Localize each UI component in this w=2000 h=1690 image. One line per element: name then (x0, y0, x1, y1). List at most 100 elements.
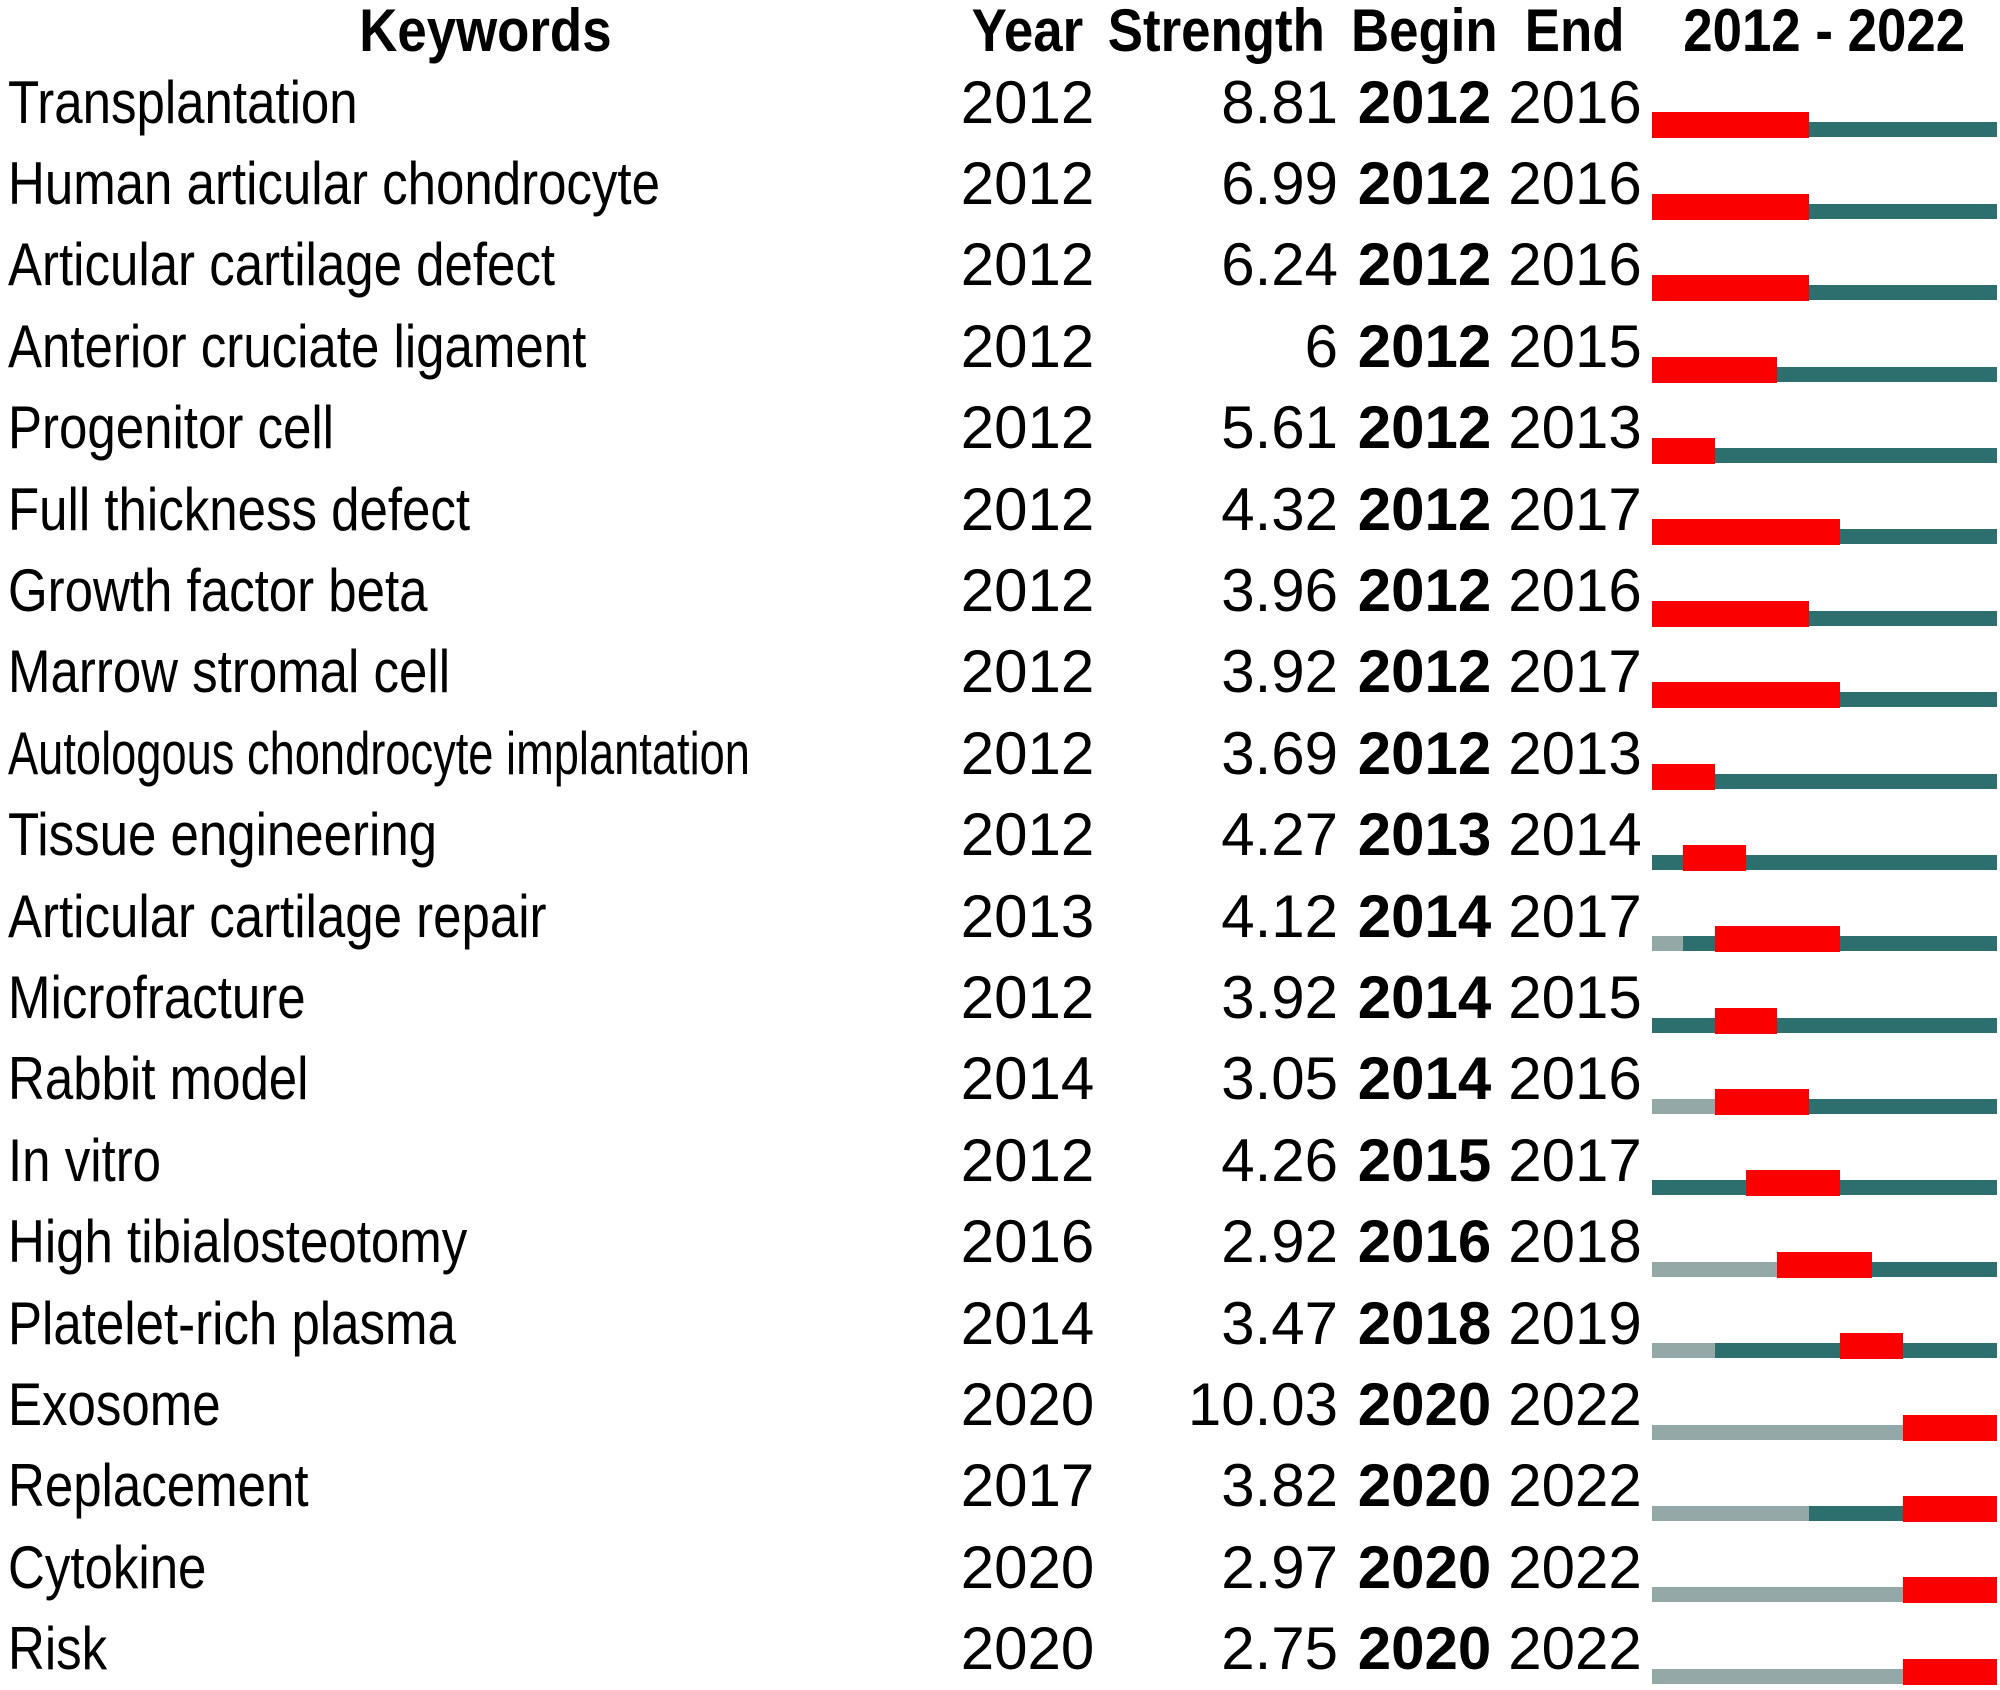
active-segment (1808, 1099, 1997, 1115)
table-row: Platelet-rich plasma 2014 3.47 2018 2019 (0, 1283, 2000, 1364)
strength-cell: 10.03 (1187, 1370, 1338, 1438)
active-segment (1871, 1261, 1997, 1277)
strength-cell: 6.99 (1221, 150, 1338, 218)
begin-cell: 2016 (1357, 1208, 1492, 1276)
year-cell: 2012 (960, 312, 1095, 380)
active-segment (1902, 1343, 1997, 1359)
begin-cell: 2020 (1357, 1615, 1492, 1683)
strength-cell: 6 (1304, 312, 1338, 380)
timeline-bar (1652, 763, 1997, 790)
keyword-cell: Tissue engineering (8, 795, 750, 876)
active-segment (1840, 529, 1997, 545)
strength-cell: 4.32 (1221, 475, 1338, 543)
header-year: Year (955, 0, 1100, 62)
end-cell: 2018 (1508, 1208, 1642, 1276)
timeline-bar (1652, 1658, 1997, 1685)
keyword-cell: High tibialosteotomy (8, 1201, 750, 1282)
burst-segment (1714, 1089, 1809, 1116)
strength-cell: 3.69 (1221, 719, 1338, 787)
header-begin: Begin (1351, 0, 1498, 64)
keyword-cell: Marrow stromal cell (8, 632, 750, 713)
year-cell: 2012 (960, 475, 1095, 543)
header-end: End (1505, 0, 1645, 62)
keyword-label: Autologous chondrocyte implantation (8, 719, 750, 787)
keyword-cell: Growth factor beta (8, 550, 750, 631)
table-row: Full thickness defect 2012 4.32 2012 2017 (0, 469, 2000, 550)
timeline-bar (1652, 112, 1997, 139)
timeline-bar (1652, 1089, 1997, 1116)
begin-cell: 2012 (1357, 638, 1492, 706)
timeline-bar (1652, 519, 1997, 546)
table-row: Rabbit model 2014 3.05 2014 2016 (0, 1039, 2000, 1120)
keyword-label: Tissue engineering (8, 801, 438, 869)
burst-segment (1746, 1170, 1841, 1197)
keyword-label: Risk (8, 1615, 108, 1683)
inactive-segment (1652, 1099, 1715, 1115)
active-segment (1777, 1017, 1997, 1033)
burst-segment (1652, 519, 1841, 546)
end-cell: 2014 (1508, 801, 1642, 869)
year-cell: 2012 (960, 801, 1095, 869)
inactive-segment (1652, 1343, 1715, 1359)
timeline-bar (1652, 1496, 1997, 1523)
active-segment (1777, 366, 1997, 382)
end-cell: 2022 (1508, 1533, 1642, 1601)
active-segment (1652, 1017, 1715, 1033)
begin-cell: 2014 (1357, 1045, 1492, 1113)
active-segment (1808, 203, 1997, 219)
inactive-segment (1652, 1261, 1778, 1277)
year-cell: 2012 (960, 963, 1095, 1031)
table-row: Replacement 2017 3.82 2020 2022 (0, 1446, 2000, 1527)
table-row: Human articular chondrocyte 2012 6.99 2012 2… (0, 143, 2000, 224)
strength-cell: 3.82 (1221, 1452, 1338, 1520)
header-begin-label: Begin (1351, 0, 1498, 64)
keyword-cell: Exosome (8, 1364, 750, 1445)
strength-cell: 4.12 (1221, 882, 1338, 950)
timeline-bar (1652, 1414, 1997, 1441)
year-cell: 2012 (960, 719, 1095, 787)
keyword-label: Rabbit model (8, 1045, 309, 1113)
header-keywords: Keywords (100, 0, 870, 62)
table-row: In vitro 2012 4.26 2015 2017 (0, 1120, 2000, 1201)
strength-cell: 3.47 (1221, 1289, 1338, 1357)
timeline-bar (1652, 1170, 1997, 1197)
year-cell: 2012 (960, 1126, 1095, 1194)
strength-cell: 3.92 (1221, 638, 1338, 706)
timeline-bar (1652, 275, 1997, 302)
keyword-label: Articular cartilage repair (8, 882, 547, 950)
header-strength-label: Strength (1107, 0, 1326, 64)
keyword-label: Growth factor beta (8, 557, 428, 625)
table-row: Anterior cruciate ligament 2012 6 2012 2015 (0, 306, 2000, 387)
keyword-cell: Cytokine (8, 1527, 750, 1608)
burst-segment (1652, 356, 1778, 383)
year-cell: 2012 (960, 231, 1095, 299)
table-row: Marrow stromal cell 2012 3.92 2012 2017 (0, 632, 2000, 713)
begin-cell: 2012 (1357, 719, 1492, 787)
timeline-bar (1652, 1007, 1997, 1034)
active-segment (1808, 1506, 1903, 1522)
header-year-label: Year (971, 0, 1084, 64)
table-row: Articular cartilage defect 2012 6.24 2012 20… (0, 225, 2000, 306)
end-cell: 2022 (1508, 1370, 1642, 1438)
keyword-cell: Risk (8, 1608, 750, 1689)
end-cell: 2019 (1508, 1289, 1642, 1357)
table-row: High tibialosteotomy 2016 2.92 2016 2018 (0, 1201, 2000, 1282)
burst-segment (1714, 1007, 1778, 1034)
active-segment (1808, 285, 1997, 301)
burst-segment (1902, 1577, 1997, 1604)
active-segment (1808, 610, 1997, 626)
burst-segment (1652, 763, 1715, 790)
keyword-cell: Microfracture (8, 957, 750, 1038)
keyword-label: Marrow stromal cell (8, 638, 451, 706)
active-segment (1714, 447, 1997, 463)
active-segment (1652, 854, 1684, 870)
table-row: Exosome 2020 10.03 2020 2022 (0, 1364, 2000, 1445)
timeline-bar (1652, 1577, 1997, 1604)
year-cell: 2014 (960, 1289, 1095, 1357)
burst-segment (1652, 437, 1715, 464)
header-strength: Strength (1095, 0, 1338, 62)
year-cell: 2014 (960, 1045, 1095, 1113)
table-row: Transplantation 2012 8.81 2012 2016 (0, 62, 2000, 143)
begin-cell: 2013 (1357, 801, 1492, 869)
